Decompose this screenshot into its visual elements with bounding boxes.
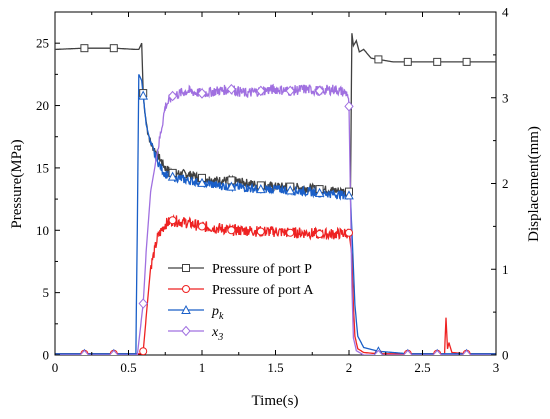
series-line <box>55 74 496 355</box>
data-point <box>198 222 206 231</box>
x-tick-label: 2.5 <box>414 360 430 375</box>
y-left-tick-label: 20 <box>36 98 49 113</box>
legend-label: x3 <box>211 325 223 343</box>
data-point <box>139 347 148 355</box>
y-right-tick-label: 2 <box>502 176 509 191</box>
data-point <box>403 57 412 66</box>
legend-marker <box>182 285 190 293</box>
data-point <box>256 227 265 236</box>
y-left-tick-label: 10 <box>36 223 49 238</box>
x-tick-label: 1.5 <box>267 360 283 375</box>
legend-marker <box>182 264 190 272</box>
data-point <box>109 44 118 53</box>
data-point <box>197 88 207 99</box>
x-tick-label: 3 <box>493 360 500 375</box>
data-point <box>256 85 266 97</box>
data-point <box>197 177 207 187</box>
y-right-tick-label: 4 <box>502 5 509 20</box>
data-point <box>138 298 148 309</box>
data-point <box>226 181 237 191</box>
data-point <box>138 90 149 100</box>
data-point <box>403 349 413 355</box>
legend-label-subscript: k <box>219 311 224 322</box>
y-right-axis-title: Displacement(mm) <box>526 126 542 242</box>
data-point <box>462 57 471 66</box>
y-right-tick-label: 0 <box>502 348 509 363</box>
series-layer <box>55 33 496 355</box>
data-point <box>344 101 354 112</box>
series-line <box>55 83 496 355</box>
data-point <box>461 349 472 355</box>
x-tick-label: 0 <box>52 360 59 375</box>
data-point <box>433 57 442 66</box>
x-tick-label: 1 <box>199 360 206 375</box>
y-right-tick-label: 1 <box>502 262 509 277</box>
data-point <box>168 216 177 225</box>
y-left-axis-title: Pressure(MPa) <box>9 139 25 228</box>
data-point <box>373 349 384 355</box>
y-right-tick-label: 3 <box>502 90 509 105</box>
legend-label-subscript: 3 <box>217 332 223 343</box>
data-point <box>167 90 178 102</box>
y-left-tick-label: 25 <box>36 36 49 51</box>
data-point <box>345 228 353 237</box>
data-point <box>285 185 296 195</box>
legend-marker <box>181 304 191 314</box>
data-point <box>314 85 325 97</box>
data-point <box>80 44 89 53</box>
data-point <box>314 187 325 197</box>
data-point <box>374 55 383 64</box>
legend-marker <box>181 325 191 337</box>
marker-layer <box>79 44 472 355</box>
y-left-tick-label: 15 <box>36 160 49 175</box>
y-left-tick-label: 5 <box>43 285 50 300</box>
x-tick-label: 2 <box>346 360 353 375</box>
x-tick-label: 0.5 <box>120 360 136 375</box>
legend: Pressure of port P Pressure of port A pk x3 <box>168 262 314 343</box>
data-point <box>255 184 266 194</box>
legend-label: pk <box>211 304 224 322</box>
data-point <box>315 230 324 239</box>
data-point <box>79 349 90 355</box>
data-point <box>344 190 354 200</box>
x-axis-title: Time(s) <box>252 393 299 409</box>
data-point <box>286 228 295 237</box>
data-point <box>226 83 237 95</box>
series-line <box>55 33 496 196</box>
data-point <box>432 349 442 355</box>
data-point <box>167 171 178 181</box>
data-point <box>109 349 119 355</box>
legend-label: Pressure of port P <box>212 262 312 277</box>
y-left-tick-label: 0 <box>43 348 50 363</box>
data-point <box>227 226 236 235</box>
data-point <box>285 85 295 97</box>
legend-label: Pressure of port A <box>212 283 314 298</box>
